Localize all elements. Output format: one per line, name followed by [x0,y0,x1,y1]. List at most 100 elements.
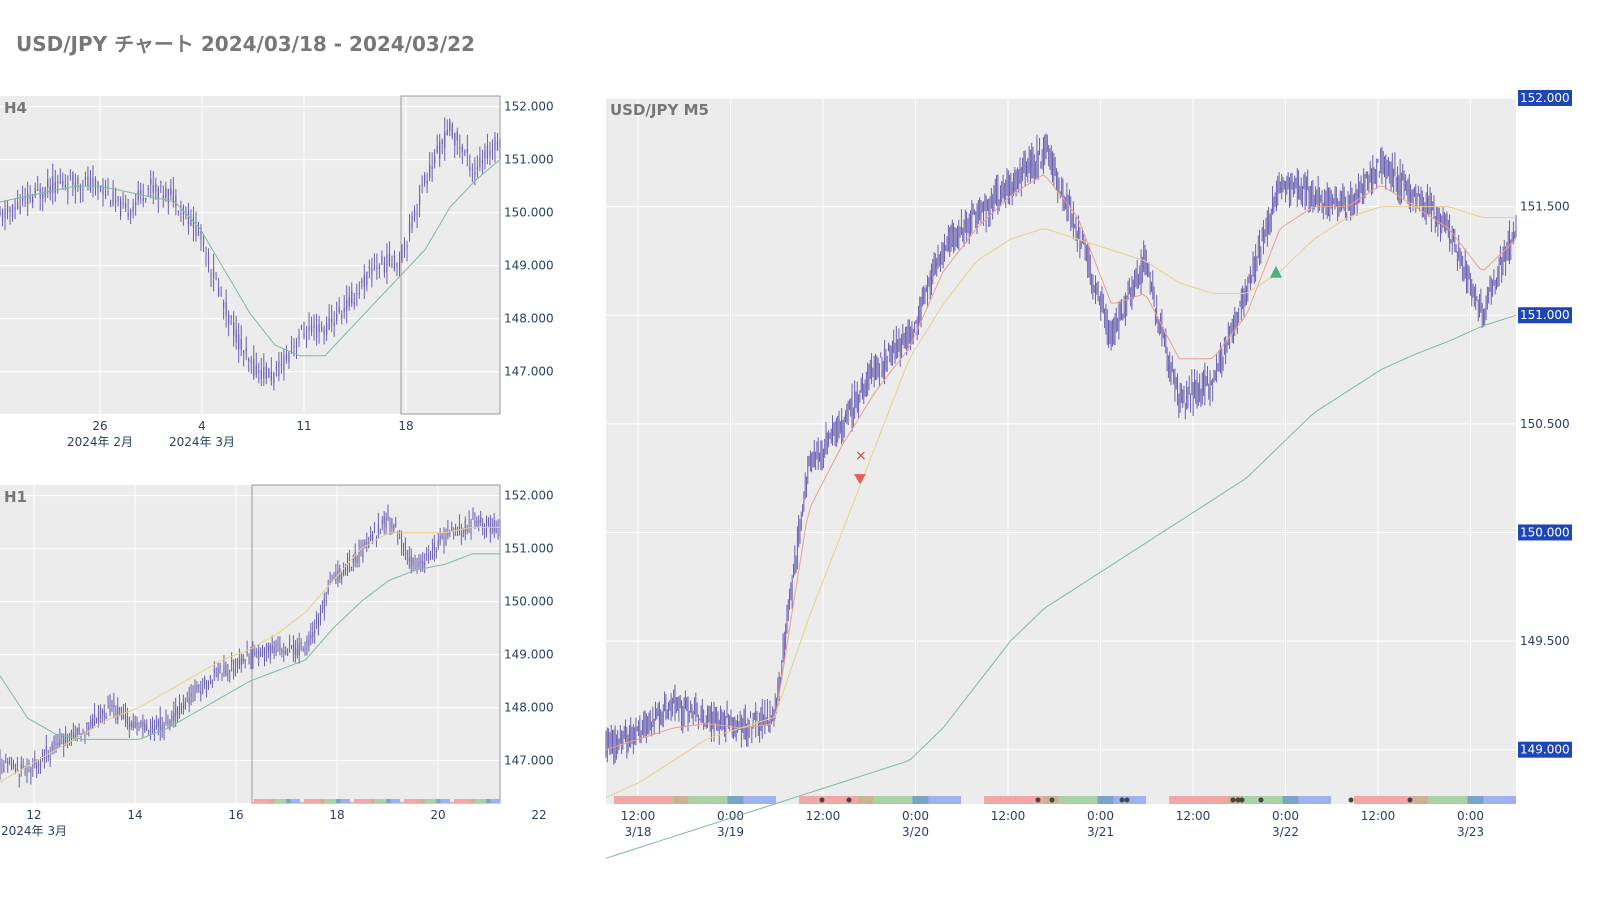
x-tick-label: 16 [228,808,243,822]
candle-body [387,513,389,520]
candle-body [11,763,13,770]
week-highlight [400,95,501,415]
candle-body [273,646,275,654]
candle-body [109,203,112,206]
candle-body [130,722,132,727]
candle-body [142,197,144,202]
candle-body [441,139,443,144]
candle-body [444,131,446,148]
candle-body [479,157,481,168]
candle-body [179,702,181,712]
candle-body [235,329,237,343]
candle-body [495,527,497,533]
candle-body [101,710,103,714]
candle-body [398,265,401,267]
candle-body [356,293,358,295]
session-bar [1412,796,1429,804]
candle-body [484,150,486,160]
candle-body [9,209,11,213]
candle-body [24,771,26,774]
candle-body [305,338,308,341]
candle-body [228,314,230,325]
candle-body [76,728,78,735]
y-tick-label: 152.000 [1520,91,1570,105]
candle-body [296,649,298,655]
candle-body [389,522,391,526]
candle-body [163,722,165,730]
candle-body [69,175,71,177]
candle-body [165,188,167,199]
candle-body [397,539,399,541]
candle-body [321,600,323,603]
candle-body [7,762,9,764]
session-bar [1058,796,1098,804]
candle-body [233,668,235,672]
candle-body [431,547,433,549]
candle-body [130,210,132,215]
candle-body [435,550,437,553]
chart-m5[interactable]: 152.000 151.500 151.000 150.500 150.000 149.5… [605,90,1600,859]
candle-body [238,334,240,349]
candle-body [484,525,486,528]
candle-body [428,555,430,558]
candle-body [111,705,113,707]
candle-body [499,140,501,147]
x-tick-sublabel: 3/22 [1272,825,1299,839]
candle-body [82,732,84,734]
candle-body [99,186,102,192]
session-bar [454,799,471,803]
session-bar [340,799,350,803]
candle-body [346,561,348,574]
candle-body [485,527,487,533]
chart-h4[interactable]: 152.000 151.000 150.000 149.000 148.000 147.0… [0,95,560,456]
candle-body [52,176,54,194]
candle-body [383,516,385,525]
candle-body [476,166,478,170]
candle-body [388,253,391,267]
chart-h1[interactable]: 152.000 151.000 150.000 149.000 148.000 147.0… [0,484,560,845]
candle-body [271,645,273,653]
x-tick-label: 14 [127,808,142,822]
candle-body [132,206,134,211]
candle-body [393,524,395,530]
x-tick-label: 4 [198,419,206,433]
candle-body [255,365,257,376]
candle-body [466,148,468,153]
candle-body [370,534,372,541]
candle-body [361,280,363,283]
candle-body [74,733,76,738]
candle-body [436,145,438,153]
plot-area [0,485,500,803]
candle-body [128,724,130,727]
candle-body [381,519,383,525]
session-bar [1467,796,1484,804]
candle-body [92,177,94,187]
session-bar [1282,796,1299,804]
candle-body [16,202,19,210]
candle-body [53,740,55,750]
candle-body [172,190,174,203]
candle-body [300,642,302,645]
session-bar [1483,796,1516,804]
candle-body [107,191,109,193]
candle-body [94,714,96,718]
candle-body [391,518,393,529]
candle-body [184,702,186,709]
candle-body [258,650,260,660]
candle-body [0,210,1,216]
candle-body [336,314,338,321]
candle-body [30,767,32,773]
candle-body [250,361,252,363]
candle-body [132,722,134,728]
candle-body [0,759,1,772]
candle-body [445,537,447,545]
candle-body [142,721,144,728]
ma-line-ma_mid [0,526,500,783]
candle-body [188,698,190,704]
x-tick-sublabel: 2024年 3月 [169,435,235,449]
candle-body [215,674,217,676]
candle-body [16,768,18,770]
session-bar [857,796,874,804]
candle-body [62,180,64,186]
candle-body [376,267,378,269]
